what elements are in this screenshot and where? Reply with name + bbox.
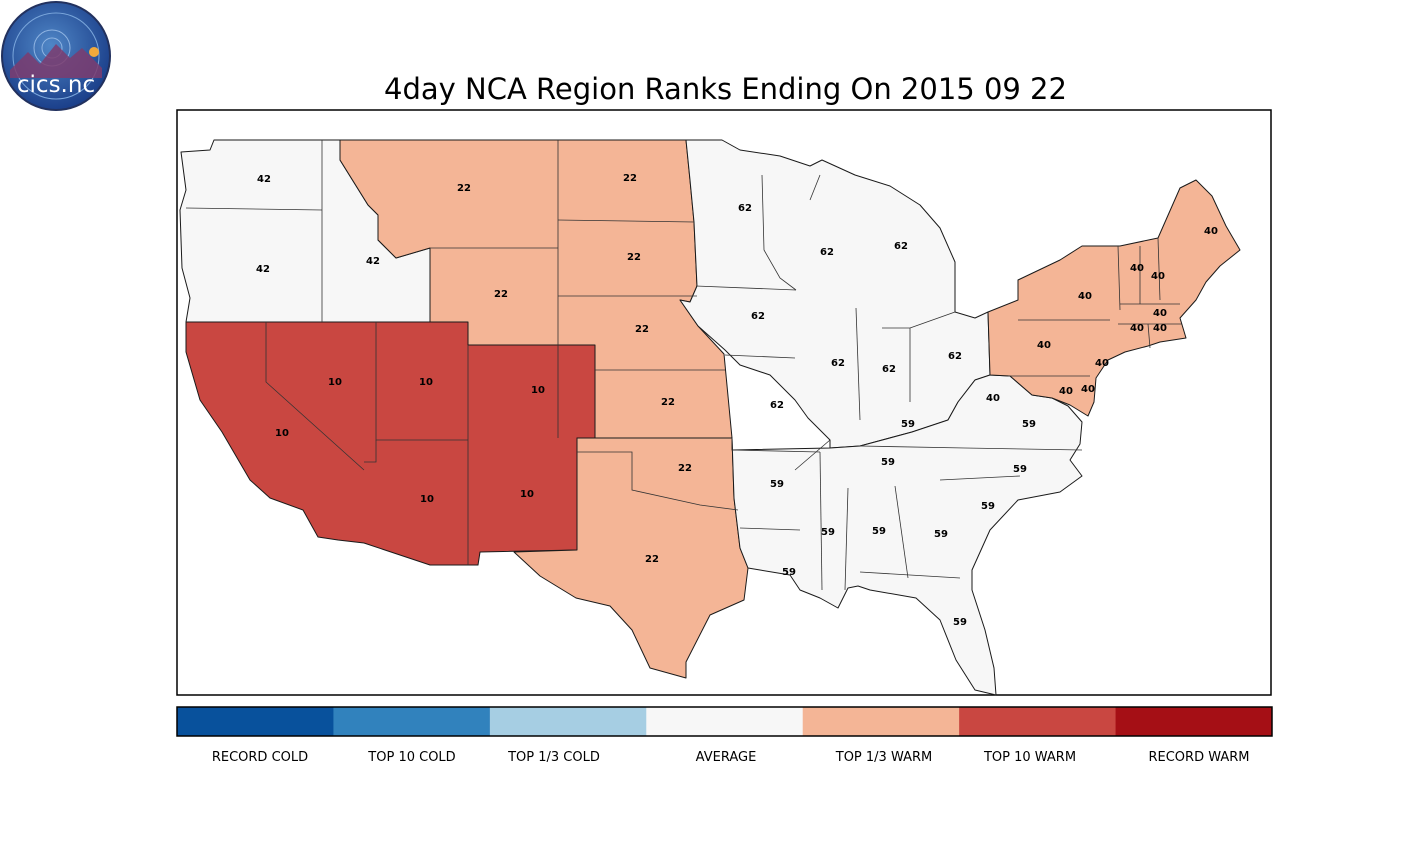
rank-label-northwest: 42 (256, 264, 270, 275)
rank-label-northeast: 40 (1078, 291, 1092, 302)
rank-label-southeast: 59 (821, 527, 835, 538)
rank-label-northwest: 42 (366, 256, 380, 267)
colorbar-swatch-record-cold (177, 707, 334, 736)
rank-label-southwest: 10 (328, 377, 342, 388)
colorbar-label-top10-cold: TOP 10 COLD (367, 750, 455, 765)
rank-label-northeast: 40 (1081, 384, 1095, 395)
colorbar (177, 707, 1273, 736)
rank-label-midwest: 62 (751, 311, 765, 322)
rank-label-great-plains-south: 22 (678, 463, 692, 474)
rank-label-northeast: 40 (1130, 323, 1144, 334)
rank-label-midwest: 62 (894, 241, 908, 252)
rank-label-southwest: 10 (420, 494, 434, 505)
rank-label-southeast: 59 (981, 501, 995, 512)
colorbar-swatch-top13-cold (489, 707, 647, 736)
colorbar-swatch-record-warm (1115, 707, 1273, 736)
rank-label-southeast: 59 (953, 617, 967, 628)
rank-label-southeast: 59 (770, 479, 784, 490)
rank-label-midwest: 62 (882, 364, 896, 375)
region-northeast (987, 179, 1241, 417)
cics-nc-logo: cics.nc (1, 1, 111, 111)
rank-label-southwest: 10 (419, 377, 433, 388)
rank-label-northeast: 40 (1151, 271, 1165, 282)
rank-label-great-plains-north: 22 (627, 252, 641, 263)
rank-label-great-plains-north: 22 (457, 183, 471, 194)
rank-label-southeast: 59 (1013, 464, 1027, 475)
rank-label-midwest: 62 (820, 247, 834, 258)
rank-label-great-plains-north: 22 (635, 324, 649, 335)
rank-label-great-plains-north: 22 (623, 173, 637, 184)
colorbar-labels: RECORD COLD TOP 10 COLD TOP 1/3 COLD AVERAG… (212, 750, 1250, 765)
colorbar-frame (176, 706, 1273, 737)
rank-label-northeast: 40 (1037, 340, 1051, 351)
state-borders (185, 140, 1182, 591)
rank-label-great-plains-north: 22 (494, 289, 508, 300)
map-title: 4day NCA Region Ranks Ending On 2015 09 … (384, 72, 1067, 106)
colorbar-label-record-warm: RECORD WARM (1148, 750, 1249, 765)
region-southeast (731, 374, 1083, 696)
rank-label-northeast: 40 (1153, 323, 1167, 334)
colorbar-label-top10-warm: TOP 10 WARM (983, 750, 1076, 765)
colorbar-label-top13-warm: TOP 1/3 WARM (835, 750, 932, 765)
colorbar-label-average: AVERAGE (696, 750, 757, 765)
rank-label-southeast: 59 (872, 526, 886, 537)
rank-label-southeast: 59 (782, 567, 796, 578)
rank-label-midwest: 62 (948, 351, 962, 362)
rank-label-southwest: 10 (531, 385, 545, 396)
rank-label-northeast: 40 (1204, 226, 1218, 237)
rank-label-southwest: 10 (520, 489, 534, 500)
rank-label-northeast: 40 (1059, 386, 1073, 397)
rank-label-northeast: 40 (1130, 263, 1144, 274)
rank-label-southeast: 59 (901, 419, 915, 430)
rank-label-northwest: 42 (257, 174, 271, 185)
rank-label-northeast: 40 (986, 393, 1000, 404)
rank-label-great-plains-south: 22 (645, 554, 659, 565)
rank-label-southeast: 59 (1022, 419, 1036, 430)
rank-label-southwest: 10 (275, 428, 289, 439)
colorbar-swatch-top13-warm (802, 707, 960, 736)
colorbar-swatch-top10-warm (959, 707, 1117, 736)
colorbar-label-top13-cold: TOP 1/3 COLD (507, 750, 600, 765)
rank-label-midwest: 62 (831, 358, 845, 369)
colorbar-swatch-average (646, 707, 804, 736)
colorbar-swatch-top10-cold (333, 707, 491, 736)
colorbar-label-record-cold: RECORD COLD (212, 750, 308, 765)
rank-label-southeast: 59 (934, 529, 948, 540)
logo-text: cics.nc (17, 72, 95, 98)
rank-label-northeast: 40 (1095, 358, 1109, 369)
rank-label-southeast: 59 (881, 457, 895, 468)
rank-label-midwest: 62 (770, 400, 784, 411)
rank-label-great-plains-south: 22 (661, 397, 675, 408)
rank-label-northeast: 40 (1153, 308, 1167, 319)
rank-label-midwest: 62 (738, 203, 752, 214)
rank-labels: 42 42 42 10 10 10 10 10 10 22 22 22 22 2… (256, 173, 1218, 628)
